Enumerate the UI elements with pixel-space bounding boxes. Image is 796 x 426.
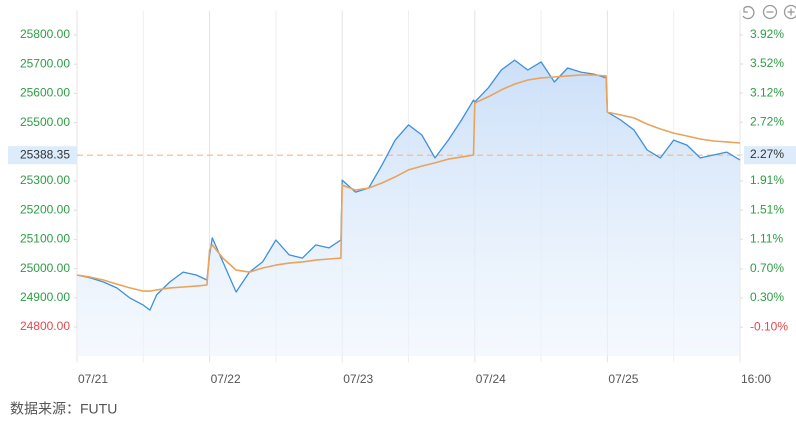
y-tick-label: 24900.00 xyxy=(20,290,70,304)
y2-tick-label: 2.27% xyxy=(750,147,784,161)
y2-tick-label: 1.51% xyxy=(750,202,784,216)
y-tick-label: 25500.00 xyxy=(20,115,70,129)
y2-tick-label: 1.11% xyxy=(750,231,783,245)
x-tick-label: 07/23 xyxy=(343,372,373,386)
x-tick-label: 07/21 xyxy=(78,372,108,386)
toolbar xyxy=(742,4,796,20)
zoom-in-icon[interactable] xyxy=(783,4,796,20)
y2-tick-label: 0.70% xyxy=(750,261,784,275)
y2-tick-label: 1.91% xyxy=(750,173,784,187)
y-tick-label: 25000.00 xyxy=(20,261,70,275)
x-tick-label: 07/24 xyxy=(476,372,506,386)
y2-tick-label: 2.72% xyxy=(750,114,784,128)
price-line xyxy=(76,59,741,311)
x-tick-label: 07/22 xyxy=(211,372,241,386)
y2-tick-label: 3.92% xyxy=(750,27,784,41)
y2-tick-label: 3.12% xyxy=(750,85,784,99)
reference-label-bg xyxy=(8,146,77,165)
y-tick-label: 25700.00 xyxy=(20,56,70,70)
y-tick-label: 25600.00 xyxy=(20,86,70,100)
average-line xyxy=(76,74,741,292)
zoom-out-icon[interactable] xyxy=(762,4,778,20)
reset-icon[interactable] xyxy=(742,5,755,20)
y-tick-label: 25800.00 xyxy=(20,27,70,41)
x-tick-label: 16:00 xyxy=(741,372,771,386)
y-tick-label: 25200.00 xyxy=(20,202,70,216)
source-note: 数据来源：FUTU xyxy=(10,401,117,417)
y2-tick-label: -0.10% xyxy=(750,319,788,333)
reference-label-bg xyxy=(744,146,796,165)
y2-tick-label: 3.52% xyxy=(750,56,784,70)
y-tick-label: 25100.00 xyxy=(20,232,70,246)
reference-label: 25388.35 xyxy=(20,147,70,161)
y2-tick-label: 0.30% xyxy=(750,290,784,304)
y-tick-label: 24800.00 xyxy=(20,319,70,333)
y-tick-label: 25300.00 xyxy=(20,173,70,187)
x-tick-label: 07/25 xyxy=(608,372,638,386)
